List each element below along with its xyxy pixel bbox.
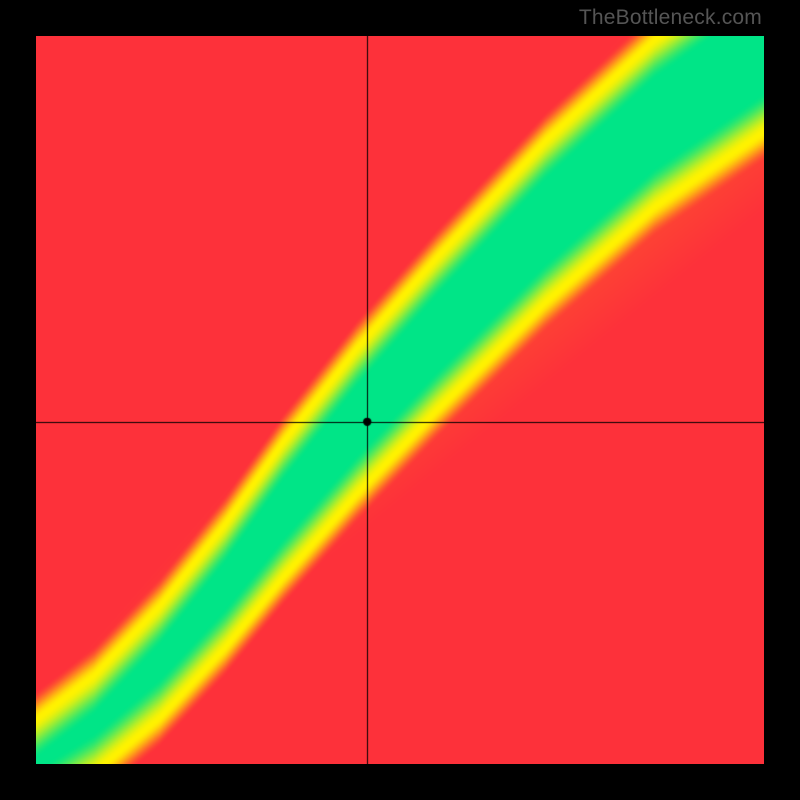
heatmap-plot-area: [36, 36, 764, 764]
chart-container: TheBottleneck.com: [0, 0, 800, 800]
source-watermark: TheBottleneck.com: [579, 6, 762, 30]
crosshair-overlay-canvas: [36, 36, 764, 764]
